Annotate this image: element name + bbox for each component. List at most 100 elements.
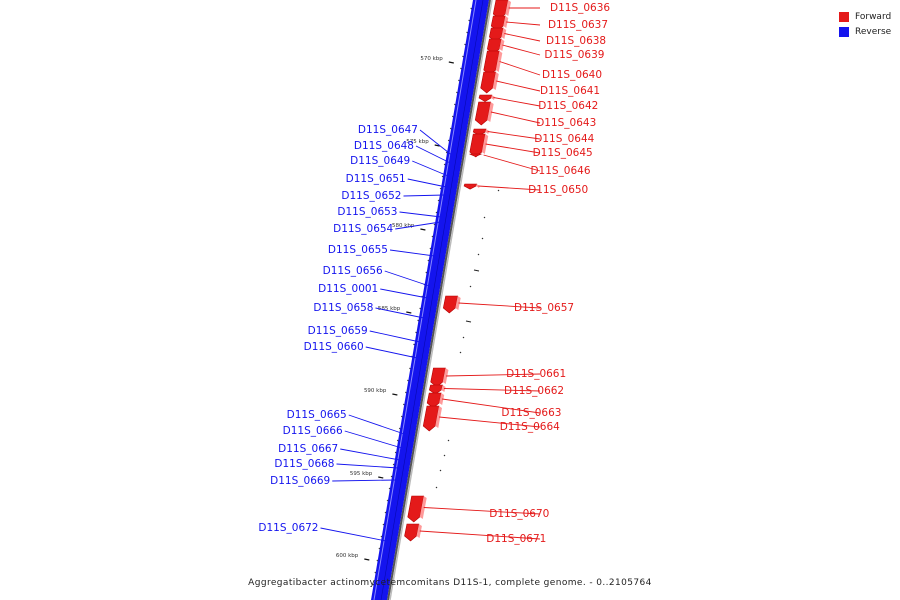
forward-gene[interactable]: D11S_0640: [483, 50, 602, 81]
marker-dash: [465, 320, 472, 323]
reverse-gene[interactable]: D11S_0667: [278, 443, 400, 461]
gene-leader-line: [412, 160, 449, 177]
forward-gene-label[interactable]: D11S_0639: [544, 49, 604, 61]
forward-gene-label[interactable]: D11S_0657: [514, 302, 574, 314]
gene-arrow[interactable]: [442, 295, 459, 314]
reverse-gene-label[interactable]: D11S_0668: [274, 458, 334, 470]
forward-gene-label[interactable]: D11S_0663: [501, 407, 561, 419]
forward-gene[interactable]: D11S_0671: [404, 523, 547, 545]
gene-arrow[interactable]: [483, 50, 500, 76]
forward-gene[interactable]: D11S_0644: [472, 128, 595, 145]
reverse-gene-label[interactable]: D11S_0669: [270, 475, 330, 487]
minor-tick: [392, 463, 395, 466]
forward-gene-label[interactable]: D11S_0644: [534, 133, 594, 145]
reverse-gene[interactable]: D11S_0672: [258, 522, 387, 542]
forward-gene[interactable]: D11S_0663: [426, 392, 561, 419]
reverse-gene[interactable]: D11S_0647: [358, 124, 452, 156]
forward-gene-label[interactable]: D11S_0645: [533, 147, 593, 159]
forward-gene-label[interactable]: D11S_0671: [486, 533, 546, 545]
reverse-gene-label[interactable]: D11S_0658: [313, 302, 373, 314]
gene-arrow[interactable]: [422, 405, 440, 432]
reverse-gene[interactable]: D11S_0001: [318, 283, 428, 299]
reverse-gene[interactable]: D11S_0666: [283, 425, 402, 449]
reverse-gene-label[interactable]: D11S_0648: [354, 140, 414, 152]
forward-gene-label[interactable]: D11S_0661: [506, 368, 566, 380]
forward-gene[interactable]: D11S_0643: [474, 101, 596, 129]
forward-gene[interactable]: D11S_0636: [492, 0, 610, 20]
reverse-gene[interactable]: D11S_0669: [270, 475, 397, 487]
reverse-gene-label[interactable]: D11S_0665: [287, 409, 347, 421]
reverse-gene[interactable]: D11S_0654: [333, 221, 441, 235]
gene-arrow[interactable]: [480, 71, 497, 94]
reverse-gene[interactable]: D11S_0653: [337, 206, 442, 218]
forward-gene-label[interactable]: D11S_0638: [546, 35, 606, 47]
forward-gene-label[interactable]: D11S_0637: [548, 19, 608, 31]
gene-arrow-highlight: [441, 385, 446, 392]
reverse-gene-label[interactable]: D11S_0651: [346, 173, 406, 185]
reverse-gene[interactable]: D11S_0655: [328, 244, 435, 257]
forward-gene-label[interactable]: D11S_0643: [536, 117, 596, 129]
gene-arrow[interactable]: [407, 495, 425, 523]
forward-gene[interactable]: D11S_0670: [407, 495, 550, 523]
reverse-gene[interactable]: D11S_0651: [346, 173, 447, 188]
forward-gene-label[interactable]: D11S_0636: [550, 2, 610, 14]
gene-arrow[interactable]: [474, 101, 492, 126]
gene-arrow[interactable]: [430, 367, 446, 388]
forward-gene[interactable]: D11S_0641: [480, 71, 600, 97]
gene-arrow[interactable]: [463, 183, 478, 190]
minor-tick: [431, 235, 434, 238]
gene-arrow[interactable]: [469, 133, 486, 158]
forward-gene-label[interactable]: D11S_0662: [504, 385, 564, 397]
forward-gene[interactable]: D11S_0639: [487, 38, 604, 61]
forward-gene[interactable]: D11S_0661: [430, 367, 566, 388]
minor-tick: [449, 127, 452, 130]
reverse-gene-label[interactable]: D11S_0660: [304, 341, 364, 353]
forward-gene-label[interactable]: D11S_0640: [542, 69, 602, 81]
reverse-gene[interactable]: D11S_0665: [287, 409, 405, 435]
reverse-gene-label[interactable]: D11S_0659: [308, 325, 368, 337]
reverse-gene[interactable]: D11S_0668: [274, 458, 399, 470]
forward-gene-label[interactable]: D11S_0642: [538, 100, 598, 112]
reverse-gene[interactable]: D11S_0660: [304, 341, 418, 359]
reverse-gene[interactable]: D11S_0659: [308, 325, 420, 343]
forward-gene-label[interactable]: D11S_0650: [528, 184, 588, 196]
reverse-gene-label[interactable]: D11S_0672: [258, 522, 318, 534]
forward-gene[interactable]: D11S_0646: [469, 153, 591, 177]
reverse-gene[interactable]: D11S_0656: [323, 265, 430, 287]
gene-arrow[interactable]: [426, 392, 442, 409]
marker-dash: [481, 237, 484, 240]
reverse-gene-label[interactable]: D11S_0653: [337, 206, 397, 218]
forward-gene[interactable]: D11S_0642: [478, 94, 598, 112]
forward-gene[interactable]: D11S_0662: [429, 384, 564, 397]
forward-gene[interactable]: D11S_0657: [442, 295, 574, 314]
forward-gene[interactable]: D11S_0638: [489, 27, 606, 47]
gene-arrow[interactable]: [404, 523, 420, 542]
reverse-gene[interactable]: D11S_0648: [354, 140, 451, 164]
reverse-gene-label[interactable]: D11S_0654: [333, 223, 393, 235]
forward-gene[interactable]: D11S_0650: [463, 183, 588, 196]
reverse-gene-label[interactable]: D11S_0649: [350, 155, 410, 167]
forward-gene[interactable]: D11S_0645: [469, 133, 593, 159]
forward-gene[interactable]: D11S_0637: [490, 15, 608, 32]
reverse-gene-label[interactable]: D11S_0655: [328, 244, 388, 256]
reverse-gene-label[interactable]: D11S_0656: [323, 265, 383, 277]
reverse-gene-label[interactable]: D11S_0001: [318, 283, 378, 295]
gene-leader-line: [332, 479, 397, 482]
reverse-gene-label[interactable]: D11S_0647: [358, 124, 418, 136]
gene-leader-line: [485, 143, 541, 154]
reverse-gene[interactable]: D11S_0658: [313, 302, 425, 319]
forward-gene-label[interactable]: D11S_0646: [530, 165, 590, 177]
gene-arrow[interactable]: [469, 153, 482, 157]
forward-gene[interactable]: D11S_0664: [422, 405, 560, 433]
forward-gene-label[interactable]: D11S_0670: [489, 508, 549, 520]
reverse-gene[interactable]: D11S_0649: [350, 155, 449, 177]
reverse-gene-label[interactable]: D11S_0667: [278, 443, 338, 455]
reverse-gene-label[interactable]: D11S_0652: [341, 190, 401, 202]
forward-gene-label[interactable]: D11S_0641: [540, 85, 600, 97]
gene-arrow[interactable]: [429, 384, 443, 395]
gene-leader-line: [446, 373, 541, 377]
gene-arrow[interactable]: [478, 94, 493, 102]
forward-gene-label[interactable]: D11S_0664: [500, 421, 560, 433]
reverse-gene-label[interactable]: D11S_0666: [283, 425, 343, 437]
reverse-gene[interactable]: D11S_0652: [341, 190, 445, 202]
